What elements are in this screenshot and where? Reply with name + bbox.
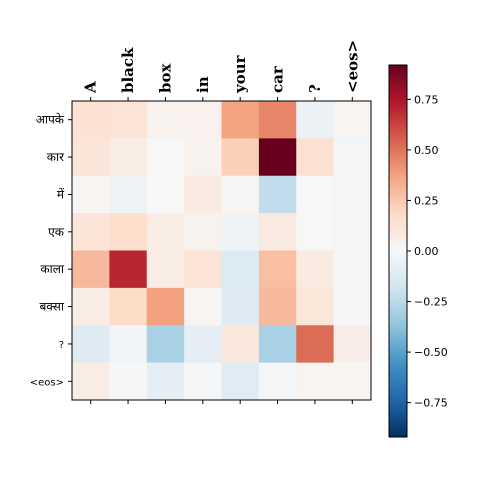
heatmap-cell-r6-c3 xyxy=(184,325,222,364)
heatmap-cell-r2-c7 xyxy=(333,175,372,214)
heatmap-cell-r0-c7 xyxy=(333,101,372,139)
heatmap-cell-r6-c0 xyxy=(72,325,110,364)
colorbar-tick-label-2: 0.25 xyxy=(414,194,439,207)
x-tick-label-7: <eos> xyxy=(343,40,361,93)
heatmap-cell-r5-c6 xyxy=(296,287,335,326)
heatmap-cell-r2-c6 xyxy=(296,175,335,214)
y-tick-label-2: में xyxy=(57,187,65,201)
colorbar-tick-label-6: −0.75 xyxy=(414,397,448,410)
heatmap-cell-r0-c0 xyxy=(72,101,110,139)
heatmap-cell-r2-c4 xyxy=(221,175,260,214)
y-tick-label-0: आपके xyxy=(36,113,65,127)
heatmap-cell-r4-c7 xyxy=(333,250,372,289)
heatmap-cell-r1-c5 xyxy=(258,138,297,177)
heatmap-axes-frame xyxy=(71,100,372,401)
heatmap-cell-r4-c1 xyxy=(109,250,148,289)
heatmap-cell-r2-c5 xyxy=(258,175,297,214)
y-tick-label-7: <eos> xyxy=(30,377,64,388)
heatmap-cell-r4-c5 xyxy=(258,250,297,289)
x-tick-label-4: your xyxy=(231,54,249,94)
heatmap-cell-r7-c6 xyxy=(296,362,335,401)
heatmap-cell-r4-c0 xyxy=(72,250,110,289)
x-tick-label-0: A xyxy=(82,81,100,94)
heatmap-cell-r2-c1 xyxy=(109,175,148,214)
heatmap-cell-r6-c7 xyxy=(333,325,372,364)
heatmap-cell-r3-c4 xyxy=(221,213,260,251)
heatmap-cell-r1-c1 xyxy=(109,138,148,177)
colorbar-tick-label-0: 0.75 xyxy=(414,93,439,106)
y-tick-label-6: ? xyxy=(59,340,64,351)
heatmap-cell-r0-c3 xyxy=(184,101,222,139)
heatmap-cell-r4-c4 xyxy=(221,250,260,289)
y-tick-label-1: कार xyxy=(47,150,65,164)
heatmap-cell-r7-c0 xyxy=(72,362,110,401)
heatmap-cell-r5-c2 xyxy=(146,287,185,326)
heatmap-cell-r5-c5 xyxy=(258,287,297,326)
heatmap-cell-r3-c3 xyxy=(184,213,222,251)
y-axis-ticks: आपके कार में एक काला बक्सा? <eos> xyxy=(30,113,72,388)
heatmap-cells xyxy=(72,101,372,401)
heatmap-cell-r4-c6 xyxy=(296,250,335,289)
heatmap-cell-r5-c7 xyxy=(333,287,372,326)
heatmap-cell-r7-c5 xyxy=(258,362,297,401)
heatmap-cell-r1-c6 xyxy=(296,138,335,177)
heatmap-cell-r3-c0 xyxy=(72,213,110,251)
colorbar-tick-label-3: 0.00 xyxy=(414,245,439,258)
x-tick-label-1: black xyxy=(119,47,137,93)
heatmap-cell-r2-c0 xyxy=(72,175,110,214)
heatmap-cell-r0-c6 xyxy=(296,101,335,139)
colorbar-tick-label-5: −0.50 xyxy=(414,346,448,359)
heatmap-cell-r7-c1 xyxy=(109,362,148,401)
colorbar-ticks: 0.75 0.50 0.25 0.00 −0.25 −0.50 −0.75 xyxy=(407,93,448,410)
colorbar-tick-label-4: −0.25 xyxy=(414,296,448,309)
heatmap-cell-r0-c2 xyxy=(146,101,185,139)
heatmap-cell-r1-c3 xyxy=(184,138,222,177)
heatmap-cell-r3-c5 xyxy=(258,213,297,251)
heatmap-cell-r5-c1 xyxy=(109,287,148,326)
heatmap-cell-r7-c3 xyxy=(184,362,222,401)
y-tick-label-4: काला xyxy=(40,262,64,276)
colorbar-tick-label-1: 0.50 xyxy=(414,144,439,157)
heatmap-cell-r0-c4 xyxy=(221,101,260,139)
heatmap-cell-r3-c6 xyxy=(296,213,335,251)
heatmap-cell-r7-c7 xyxy=(333,362,372,401)
heatmap-cell-r0-c1 xyxy=(109,101,148,139)
colorbar xyxy=(388,64,408,438)
x-tick-label-6: ? xyxy=(306,84,324,93)
heatmap-cell-r6-c1 xyxy=(109,325,148,364)
heatmap-cell-r1-c4 xyxy=(221,138,260,177)
heatmap-cell-r0-c5 xyxy=(258,101,297,139)
heatmap-cell-r6-c2 xyxy=(146,325,185,364)
heatmap-cell-r5-c4 xyxy=(221,287,260,326)
heatmap-cell-r5-c0 xyxy=(72,287,110,326)
x-tick-label-3: in xyxy=(194,76,212,93)
heatmap-cell-r4-c2 xyxy=(146,250,185,289)
heatmap-cell-r6-c5 xyxy=(258,325,297,364)
heatmap-cell-r3-c2 xyxy=(146,213,185,251)
heatmap-cell-r6-c4 xyxy=(221,325,260,364)
heatmap-cell-r1-c7 xyxy=(333,138,372,177)
heatmap-cell-r7-c2 xyxy=(146,362,185,401)
heatmap-cell-r6-c6 xyxy=(296,325,335,364)
heatmap-cell-r1-c0 xyxy=(72,138,110,177)
heatmap-cell-r2-c3 xyxy=(184,175,222,214)
heatmap-cell-r3-c1 xyxy=(109,213,148,251)
x-tick-label-5: car xyxy=(269,65,287,93)
y-tick-label-5: बक्सा xyxy=(39,300,64,314)
y-tick-label-3: एक xyxy=(48,225,65,239)
heatmap-cell-r2-c2 xyxy=(146,175,185,214)
heatmap-cell-r5-c3 xyxy=(184,287,222,326)
heatmap-cell-r3-c7 xyxy=(333,213,372,251)
heatmap-cell-r4-c3 xyxy=(184,250,222,289)
heatmap-cell-r1-c2 xyxy=(146,138,185,177)
heatmap-cell-r7-c4 xyxy=(221,362,260,401)
x-tick-label-2: box xyxy=(156,63,174,93)
